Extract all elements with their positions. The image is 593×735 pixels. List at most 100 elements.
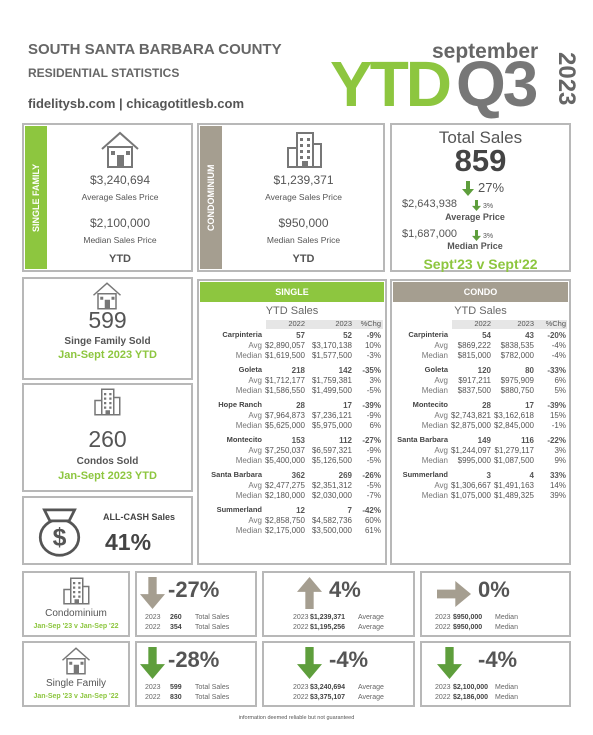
change: 0% bbox=[478, 577, 510, 602]
cell: -9% bbox=[366, 446, 381, 455]
area-name: Carpinteria bbox=[408, 330, 448, 339]
cell: 12 bbox=[296, 506, 305, 515]
cell: 142 bbox=[338, 366, 352, 375]
row-label: Median bbox=[235, 526, 262, 535]
icon-part bbox=[94, 388, 121, 416]
cell: $782,000 bbox=[500, 351, 534, 360]
icon-part bbox=[94, 399, 103, 416]
cell: $6,597,321 bbox=[311, 446, 352, 455]
area-name: Summerland bbox=[402, 470, 448, 479]
icon-part bbox=[437, 647, 462, 679]
area-name: Summerland bbox=[216, 505, 262, 514]
arrow-icon bbox=[297, 647, 322, 679]
cell: -42% bbox=[362, 506, 381, 515]
cell: $7,250,037 bbox=[264, 446, 305, 455]
year: 2023 bbox=[293, 684, 309, 691]
cell: 17 bbox=[525, 401, 534, 410]
icon-part bbox=[306, 144, 310, 147]
cell: -9% bbox=[366, 331, 381, 340]
cell: $869,222 bbox=[457, 341, 491, 350]
icon-part bbox=[113, 396, 121, 416]
cell: -5% bbox=[366, 481, 381, 490]
card bbox=[22, 641, 130, 707]
cell: $995,000 bbox=[457, 456, 491, 465]
icon-part bbox=[78, 595, 81, 598]
row-label: Avg bbox=[248, 516, 262, 525]
table-subtitle: YTD Sales bbox=[454, 305, 507, 317]
icon-part bbox=[306, 150, 310, 153]
cell: $837,500 bbox=[457, 386, 491, 395]
row-label: Median bbox=[235, 491, 262, 500]
cell: 61% bbox=[364, 526, 381, 535]
icon-part bbox=[104, 299, 110, 309]
cell: 60% bbox=[364, 516, 381, 525]
cell: -4% bbox=[551, 341, 566, 350]
avg-change: 3% bbox=[483, 203, 494, 210]
table-header-bar bbox=[393, 282, 568, 302]
cell: -33% bbox=[547, 366, 566, 375]
comparison-period: Jan-Sep '23 v Jan-Sep '22 bbox=[33, 623, 119, 630]
year: 2022 bbox=[293, 694, 309, 701]
arrow-icon bbox=[297, 577, 322, 609]
sold-value: 599 bbox=[88, 307, 127, 333]
avg-label: Average Sales Price bbox=[265, 192, 342, 202]
icon-part bbox=[306, 156, 310, 159]
cell: $5,126,500 bbox=[311, 456, 352, 465]
cell: 153 bbox=[291, 436, 305, 445]
card bbox=[197, 123, 385, 272]
column-band bbox=[452, 320, 567, 329]
value-label: Average bbox=[358, 624, 384, 631]
value-label: Total Sales bbox=[195, 614, 230, 621]
icon-part bbox=[462, 181, 474, 196]
row-label: Avg bbox=[434, 411, 448, 420]
icon-part bbox=[111, 151, 115, 155]
cell: $975,909 bbox=[500, 376, 534, 385]
cell: 218 bbox=[291, 366, 305, 375]
table-title: SINGLE bbox=[275, 287, 309, 297]
cell: 3 bbox=[486, 471, 491, 480]
row-label: Avg bbox=[248, 411, 262, 420]
avg-price: $2,643,938 bbox=[402, 198, 458, 210]
value-label: Total Sales bbox=[195, 684, 230, 691]
arrow-icon bbox=[140, 577, 165, 609]
icon-part bbox=[63, 588, 72, 605]
median-price: $1,687,000 bbox=[402, 228, 458, 240]
sold-label: Condos Sold bbox=[76, 456, 139, 467]
row-label: Median bbox=[235, 456, 262, 465]
table-subtitle: YTD Sales bbox=[265, 305, 319, 317]
icon-part bbox=[286, 132, 322, 168]
icon-part bbox=[472, 230, 481, 241]
cell: $3,162,618 bbox=[493, 411, 534, 420]
cell: $7,236,121 bbox=[311, 411, 352, 420]
area-name: Montecito bbox=[226, 435, 262, 444]
sold-label: Singe Family Sold bbox=[64, 336, 151, 347]
icon-part bbox=[140, 577, 165, 609]
table-header-bar bbox=[200, 282, 384, 302]
cell: 6% bbox=[369, 421, 381, 430]
icon-part bbox=[104, 393, 107, 396]
cell: $2,875,000 bbox=[450, 421, 491, 430]
icon-part bbox=[78, 591, 81, 594]
card bbox=[22, 123, 193, 272]
area-name: Goleta bbox=[424, 365, 448, 374]
row-label: Avg bbox=[434, 446, 448, 455]
icon-part bbox=[42, 508, 77, 523]
card bbox=[22, 496, 193, 565]
cell: -39% bbox=[362, 401, 381, 410]
cell: 80 bbox=[525, 366, 534, 375]
cell: $2,175,000 bbox=[264, 526, 305, 535]
arrow-icon bbox=[437, 647, 462, 679]
row-label: Median bbox=[421, 386, 448, 395]
icon-part bbox=[80, 661, 84, 665]
cell: -5% bbox=[366, 386, 381, 395]
value: 599 bbox=[170, 684, 182, 691]
cell: $7,964,873 bbox=[264, 411, 305, 420]
icon-part bbox=[140, 647, 165, 679]
cell: $1,619,500 bbox=[264, 351, 305, 360]
icon-part bbox=[105, 410, 110, 415]
icon-part bbox=[104, 397, 107, 400]
period: YTD bbox=[292, 253, 315, 265]
side-label: SINGLE FAMILY bbox=[31, 163, 41, 232]
cell: $5,975,000 bbox=[311, 421, 352, 430]
value: $3,240,694 bbox=[310, 684, 346, 691]
